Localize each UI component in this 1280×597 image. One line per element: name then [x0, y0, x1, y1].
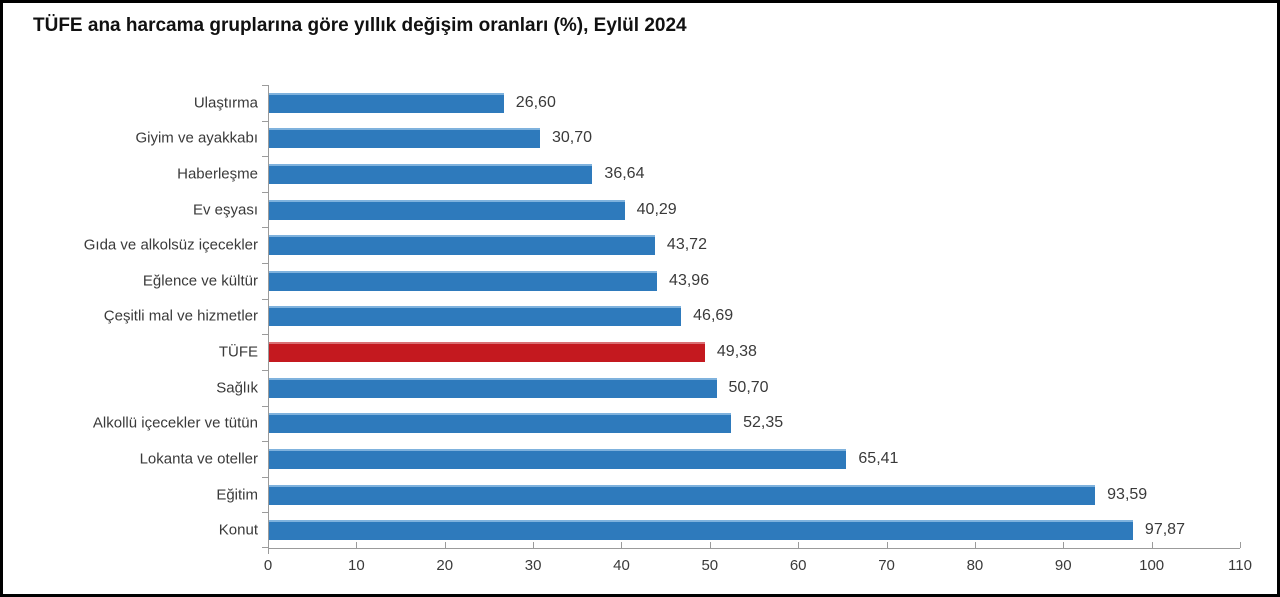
x-axis-tick-label: 10 [348, 557, 365, 574]
bar [269, 377, 717, 398]
y-axis-tick [262, 405, 269, 407]
x-axis-tick-label: 90 [1054, 557, 1072, 574]
y-axis-tick [262, 120, 269, 122]
bar-highlight [269, 342, 705, 363]
value-label: 93,59 [1107, 485, 1148, 503]
x-axis-tick-label: 70 [878, 557, 895, 574]
x-axis-tick [886, 542, 888, 548]
category-label: TÜFE [218, 343, 258, 361]
category-label: Giyim ve ayakkabı [135, 129, 258, 147]
x-axis-tick-label: 50 [701, 557, 719, 574]
x-axis-tick-label: 60 [789, 557, 807, 574]
chart-row: Konut 97,87 [219, 512, 1240, 548]
y-axis-tick [262, 476, 269, 478]
x-axis-tick [798, 542, 800, 548]
x-axis-tick-label: 100 [1139, 557, 1165, 574]
plot-area: Ulaştırma 26,60 Giyim ve ayakkabı 30,70 Habe… [84, 85, 1240, 548]
category-label: Sağlık [216, 379, 258, 397]
x-axis-tick-label: 40 [613, 557, 630, 574]
y-axis-tick [262, 263, 269, 265]
category-label: Alkollü içecekler ve tütün [92, 414, 258, 432]
x-axis-tick [1063, 542, 1065, 548]
category-label: Gıda ve alkolsüz içecekler [83, 236, 258, 254]
category-label: Çeşitli mal ve hizmetler [103, 307, 258, 325]
value-label: 43,96 [669, 271, 710, 289]
category-label: Ev eşyası [192, 201, 258, 219]
value-label: 46,69 [693, 307, 734, 325]
category-label: Eğlence ve kültür [142, 272, 258, 290]
x-axis-tick [533, 542, 535, 548]
chart-title: TÜFE ana harcama gruplarına göre yıllık … [33, 15, 687, 36]
chart-row: Giyim ve ayakkabı 30,70 [135, 121, 1240, 157]
y-axis-tick [262, 369, 269, 371]
chart-row: Eğlence ve kültür 43,96 [143, 263, 1240, 299]
bar [269, 413, 732, 434]
x-axis-tick-label: 110 [1228, 557, 1252, 574]
value-label: 65,41 [858, 449, 899, 467]
y-axis-tick [262, 156, 269, 158]
chart-row: Lokanta ve oteller 65,41 [140, 441, 1240, 477]
bar [269, 484, 1096, 505]
y-axis-tick [262, 298, 269, 300]
bar [269, 448, 847, 469]
x-axis-tick [974, 542, 976, 548]
value-label: 97,87 [1144, 521, 1185, 539]
y-axis-tick [262, 441, 269, 443]
chart-row: Ev eşyası 40,29 [193, 192, 1240, 228]
value-label: 43,72 [666, 236, 707, 254]
chart-row: Sağlık 50,70 [216, 370, 1240, 406]
x-axis-tick-label: 0 [263, 557, 273, 574]
category-label: Lokanta ve oteller [139, 450, 258, 468]
bar [269, 306, 682, 327]
x-axis-tick-label: 20 [436, 557, 454, 574]
chart-row: TÜFE 49,38 [219, 334, 1240, 370]
y-axis-tick [262, 334, 269, 336]
value-label: 52,35 [743, 414, 784, 432]
x-axis-tick [709, 542, 711, 548]
y-axis-tick [262, 547, 269, 548]
value-label: 26,60 [515, 93, 556, 111]
x-axis-tick [1151, 542, 1153, 548]
value-label: 36,64 [604, 165, 645, 183]
y-axis-tick [262, 85, 269, 86]
chart-row: Haberleşme 36,64 [177, 156, 1240, 192]
value-label: 49,38 [716, 343, 757, 361]
bar [269, 520, 1133, 541]
chart-row: Çeşitli mal ve hizmetler 46,69 [104, 299, 1240, 335]
chart-row: Alkollü içecekler ve tütün 52,35 [93, 406, 1240, 442]
y-axis-tick [262, 512, 269, 514]
x-axis-tick [444, 542, 446, 548]
bar [269, 164, 593, 185]
x-axis-origin-extension [268, 549, 269, 554]
value-label: 30,70 [551, 129, 593, 147]
x-axis-tick [1240, 542, 1241, 548]
chart-row: Gıda ve alkolsüz içecekler 43,72 [84, 227, 1240, 263]
bar [269, 270, 658, 291]
x-axis-tick-label: 30 [524, 557, 542, 574]
bar [269, 128, 540, 149]
y-axis-tick [262, 227, 269, 229]
bar [269, 235, 655, 256]
value-label: 40,29 [636, 200, 677, 218]
bar [269, 92, 504, 113]
category-label: Konut [218, 521, 258, 539]
x-axis-tick [356, 542, 358, 548]
x-axis-tick [621, 542, 623, 548]
chart-row: Ulaştırma 26,60 [194, 85, 1240, 121]
bar [269, 199, 625, 220]
category-label: Eğitim [216, 486, 258, 504]
x-axis: 0 10 20 30 40 50 60 70 80 90 100 110 [264, 542, 1252, 574]
y-axis-tick [262, 191, 269, 193]
chart-row: Eğitim 93,59 [216, 477, 1240, 513]
x-axis-tick [268, 542, 269, 548]
category-label: Haberleşme [177, 165, 258, 183]
value-label: 50,70 [728, 378, 769, 396]
category-label: Ulaştırma [193, 94, 258, 112]
x-axis-tick-label: 80 [966, 557, 984, 574]
